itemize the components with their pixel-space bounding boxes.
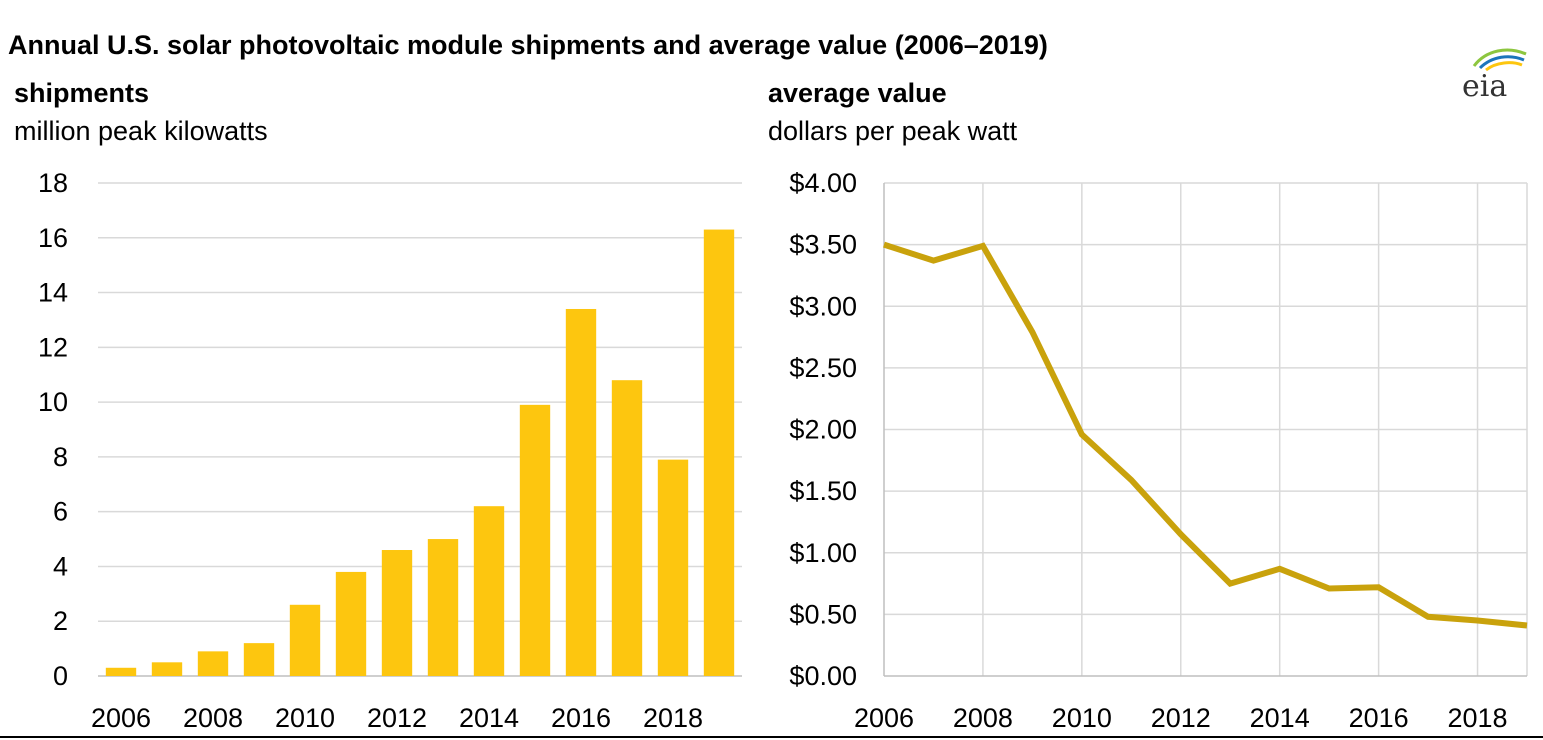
x-tick-label: 2018 [1447, 703, 1507, 733]
y-tick-label: $2.00 [789, 415, 857, 445]
y-tick-label: 16 [38, 223, 68, 253]
bar-2018 [657, 459, 689, 676]
y-tick-label: 2 [53, 606, 68, 636]
bar-2013 [427, 539, 459, 676]
left-panel-heading: shipments [14, 78, 150, 108]
bar-2017 [611, 380, 643, 676]
bar-2008 [197, 651, 229, 676]
y-tick-label: $0.00 [789, 661, 857, 691]
bar-2009 [243, 643, 275, 676]
x-tick-label: 2010 [1052, 703, 1112, 733]
right-panel-units: dollars per peak watt [768, 116, 1018, 146]
x-tick-label: 2014 [459, 703, 519, 733]
x-tick-label: 2016 [1349, 703, 1409, 733]
average-value-line-chart: $0.00 $0.50 $1.00 $1.50 $2.00 $2.50 $3.00 $3.50… [789, 168, 1528, 733]
bar-2006 [105, 667, 137, 676]
y-tick-label: $2.50 [789, 353, 857, 383]
left-panel-units: million peak kilowatts [14, 116, 268, 146]
bottom-rule [0, 736, 1543, 738]
shipments-bar-chart: 0 2 4 6 8 10 12 14 16 18 2006 2008 2010 2012 2014 2016 2… [38, 168, 742, 733]
x-tick-label: 2012 [367, 703, 427, 733]
x-tick-label: 2006 [91, 703, 151, 733]
y-tick-label: 6 [53, 497, 68, 527]
x-tick-label: 2008 [953, 703, 1013, 733]
bar-2012 [381, 550, 413, 676]
logo-swoosh-blue [1478, 55, 1525, 70]
bar-2019 [703, 229, 735, 677]
bar-2016 [565, 308, 597, 676]
bar-2007 [151, 662, 183, 676]
y-tick-label: $1.00 [789, 538, 857, 568]
y-tick-label: $0.50 [789, 599, 857, 629]
logo-swoosh-green [1472, 48, 1527, 67]
logo-wordmark: eia [1462, 69, 1507, 102]
x-tick-label: 2018 [643, 703, 703, 733]
x-tick-label: 2010 [275, 703, 335, 733]
logo-swoosh-yellow [1485, 61, 1523, 72]
chart-title: Annual U.S. solar photovoltaic module sh… [8, 30, 1048, 60]
y-tick-label: 14 [38, 278, 68, 308]
x-tick-label: 2006 [854, 703, 914, 733]
bar-2014 [473, 506, 505, 676]
y-tick-label: $3.00 [789, 291, 857, 321]
x-tick-label: 2012 [1151, 703, 1211, 733]
eia-logo: eia [1462, 48, 1527, 102]
y-tick-label: 12 [38, 332, 68, 362]
x-tick-label: 2008 [183, 703, 243, 733]
y-tick-label: $1.50 [789, 476, 857, 506]
right-panel-heading: average value [768, 78, 947, 108]
average-value-series-line [883, 241, 1528, 629]
y-tick-label: 10 [38, 387, 68, 417]
bar-2010 [289, 604, 321, 676]
bar-2011 [335, 571, 367, 676]
y-tick-label: $4.00 [789, 168, 857, 198]
x-tick-label: 2016 [551, 703, 611, 733]
bar-2015 [519, 404, 551, 676]
y-tick-label: 0 [53, 661, 68, 691]
y-tick-label: 8 [53, 442, 68, 472]
y-tick-label: 4 [53, 551, 68, 581]
y-tick-label: $3.50 [789, 230, 857, 260]
y-tick-label: 18 [38, 168, 68, 198]
x-tick-label: 2014 [1250, 703, 1310, 733]
